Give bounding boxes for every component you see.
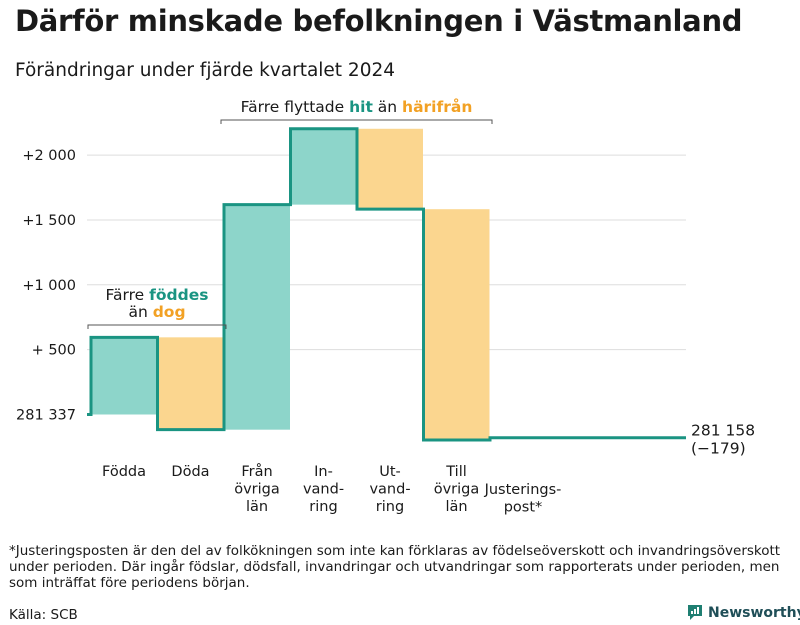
category-label: Ut-: [379, 464, 401, 480]
annotation-text: än dog: [128, 303, 185, 321]
brand-name: Newsworthy: [708, 605, 800, 621]
category-label: Döda: [171, 464, 209, 480]
waterfall-bar: [423, 209, 490, 441]
y-tick-label: +1 500: [22, 213, 76, 229]
category-label: övriga: [434, 482, 480, 498]
end-value-label: 281 158: [691, 422, 755, 440]
level-line: [87, 127, 686, 442]
chart-subtitle: Förändringar under fjärde kvartalet 2024: [15, 60, 396, 81]
footnote: *Justeringsposten är den del av folkökni…: [9, 543, 781, 591]
newsworthy-logo: Newsworthy: [687, 604, 800, 622]
start-value-label: 281 337: [16, 408, 76, 424]
y-tick-label: +1 000: [22, 278, 76, 294]
category-label: län: [445, 499, 467, 515]
category-label: ring: [309, 499, 337, 515]
waterfall-bar: [357, 128, 423, 210]
category-label: Från: [241, 463, 272, 480]
newsworthy-logo-icon: [688, 605, 702, 620]
category-label: Till: [445, 464, 467, 480]
waterfall-bar: [157, 337, 224, 430]
category-label: övriga: [234, 482, 280, 498]
waterfall-bar: [224, 204, 290, 430]
category-label: ring: [376, 499, 404, 515]
annotation-text: Färre flyttade hit än härifrån: [241, 97, 473, 116]
category-label: Födda: [102, 464, 146, 480]
y-tick-label: +2 000: [22, 148, 76, 164]
category-label: vand-: [369, 482, 410, 498]
chart-title: Därför minskade befolkningen i Västmanla…: [15, 4, 743, 38]
category-label: post*: [504, 500, 543, 516]
y-tick-label: + 500: [32, 343, 76, 359]
category-label: Justerings-: [484, 482, 562, 498]
annotation-bracket: [87, 324, 227, 329]
annotation-bracket: [220, 119, 493, 124]
annotation-text: Färre föddes: [106, 286, 209, 304]
source-label: Källa: SCB: [9, 607, 78, 623]
waterfall-bar: [290, 128, 357, 205]
change-value-label: (−179): [691, 440, 746, 458]
category-label: vand-: [303, 482, 344, 498]
category-label: In-: [314, 464, 333, 480]
waterfall-bar: [91, 337, 157, 415]
category-label: län: [246, 499, 268, 515]
waterfall-chart: + 500 +1 000 +1 500 +2 000 281 337 Födda Döda F…: [16, 97, 755, 516]
